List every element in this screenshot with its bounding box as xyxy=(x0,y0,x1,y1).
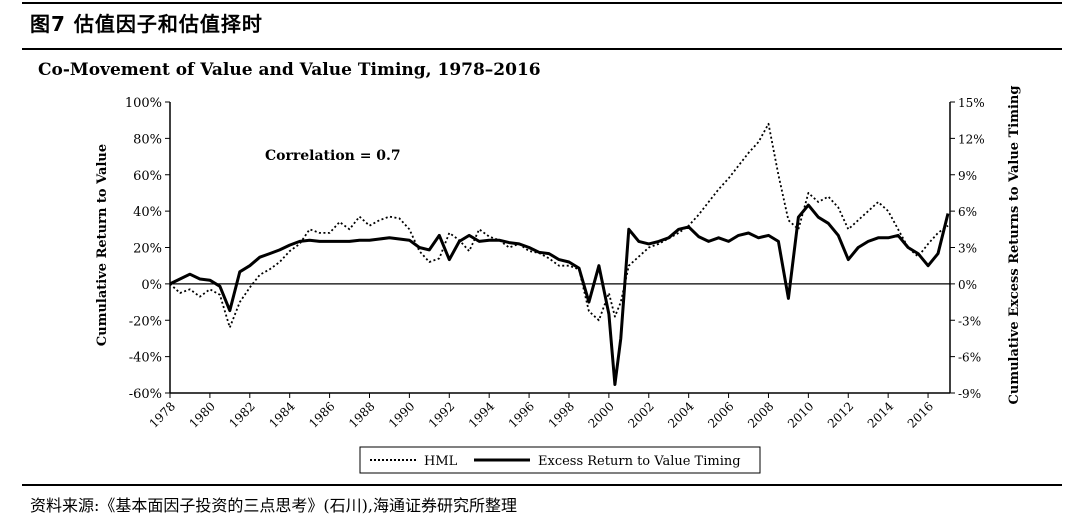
figure-title: 图7 估值因子和估值择时 xyxy=(30,12,263,36)
top-rule xyxy=(22,2,1062,4)
chart-title: Co-Movement of Value and Value Timing, 1… xyxy=(38,60,541,80)
x-tick-label: 1998 xyxy=(546,399,577,430)
x-tick-label: 1978 xyxy=(147,399,178,430)
y2-tick-label: 15% xyxy=(958,96,985,110)
source-note: 资料来源:《基本面因子投资的三点思考》(石川),海通证券研究所整理 xyxy=(30,496,517,515)
y2-tick-label: -6% xyxy=(958,351,981,365)
x-tick-label: 2008 xyxy=(745,399,776,430)
x-tick-label: 2012 xyxy=(825,399,856,430)
x-tick-label: 2016 xyxy=(905,399,936,430)
correlation-annotation: Correlation = 0.7 xyxy=(265,148,401,164)
x-tick-label: 1980 xyxy=(187,399,218,430)
y2-axis-label: Cumulative Excess Returns to Value Timin… xyxy=(1007,86,1022,405)
y2-tick-label: 12% xyxy=(958,132,985,146)
y2-tick-label: -9% xyxy=(958,387,981,401)
y-tick-label: 40% xyxy=(133,205,162,220)
x-tick-label: 1988 xyxy=(346,399,377,430)
x-tick-label: 1994 xyxy=(466,399,498,431)
title-rule xyxy=(22,48,1062,50)
bottom-rule xyxy=(22,484,1062,486)
y-tick-label: 80% xyxy=(133,132,162,147)
y-tick-label: 20% xyxy=(133,242,162,257)
series-value-timing-line xyxy=(169,203,950,386)
x-tick-label: 2014 xyxy=(865,399,897,431)
y2-tick-label: 9% xyxy=(958,169,977,183)
x-tick-label: 2000 xyxy=(585,399,616,430)
chart-lines xyxy=(169,122,950,386)
y2-tick-label: 0% xyxy=(958,278,977,292)
series-hml-line xyxy=(169,122,949,329)
x-tick-label: 2010 xyxy=(785,399,816,430)
x-tick-label: 1982 xyxy=(226,399,257,430)
x-tick-label: 2002 xyxy=(625,399,656,430)
y-tick-label: -20% xyxy=(129,314,162,329)
legend-box xyxy=(359,446,761,474)
y2-tick-label: -3% xyxy=(958,314,981,328)
x-tick-label: 1984 xyxy=(266,399,298,431)
y-tick-label: 100% xyxy=(125,96,162,111)
x-tick-label: 2006 xyxy=(705,399,736,430)
legend-timing-label: Excess Return to Value Timing xyxy=(538,454,741,469)
legend: HML Excess Return to Value Timing xyxy=(359,446,761,474)
y2-tick-label: 6% xyxy=(958,205,977,219)
y-tick-label: -60% xyxy=(129,387,162,402)
y-tick-label: 60% xyxy=(133,169,162,184)
x-tick-label: 2004 xyxy=(665,399,697,431)
x-tick-label: 1996 xyxy=(506,399,537,430)
x-tick-label: 1986 xyxy=(306,399,337,430)
x-tick-label: 1992 xyxy=(426,399,457,430)
x-tick-label: 1990 xyxy=(386,399,417,430)
y-tick-label: 0% xyxy=(141,278,162,293)
y-tick-label: -40% xyxy=(129,351,162,366)
y2-tick-label: 3% xyxy=(958,242,977,256)
legend-hml-label: HML xyxy=(424,454,458,469)
y-axis-label: Cumulative Return to Value xyxy=(95,144,110,346)
